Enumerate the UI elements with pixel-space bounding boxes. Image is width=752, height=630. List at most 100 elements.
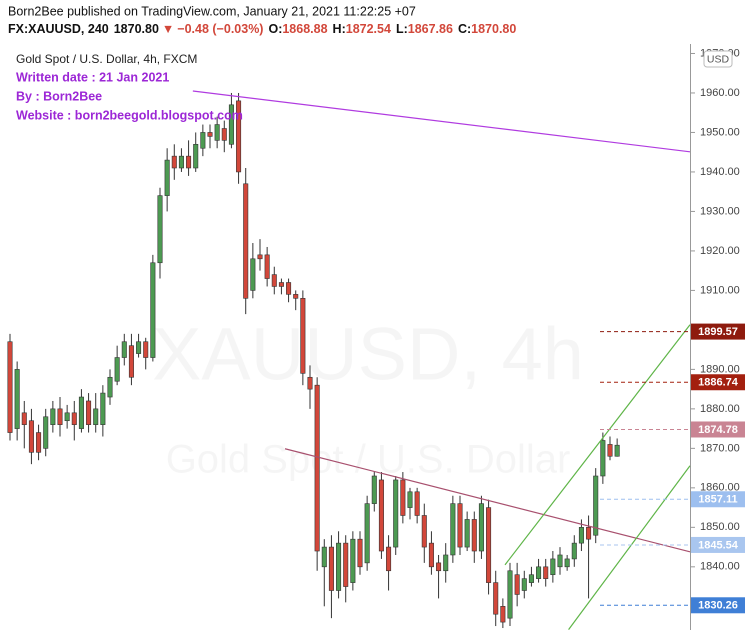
trend-line <box>504 324 691 566</box>
candle-body <box>243 183 249 299</box>
y-tick-label: 1910.00 <box>700 284 740 296</box>
candle-body <box>414 491 420 516</box>
candle-body <box>400 479 406 516</box>
candle-body <box>543 566 549 579</box>
candle-body <box>100 392 106 425</box>
annotation: Website : born2beegold.blogspot.com <box>16 108 243 122</box>
level-tag <box>691 597 745 614</box>
ohlc-label: O: <box>268 22 282 36</box>
candle-body <box>264 254 270 279</box>
trend-line <box>192 90 691 153</box>
candle-body <box>228 104 234 145</box>
candle-body <box>321 546 327 568</box>
candle-body <box>614 444 620 457</box>
watermark: Gold Spot / U.S. Dollar <box>166 438 571 482</box>
candle-body <box>114 357 120 382</box>
candle-body <box>407 491 413 508</box>
watermark: XAUUSD, 4h <box>152 313 584 396</box>
candle-body <box>586 527 592 540</box>
candle-body <box>521 578 527 591</box>
candle-body <box>478 503 484 552</box>
candle-body <box>36 432 42 453</box>
candle-body <box>471 519 477 552</box>
level-tag <box>691 323 745 340</box>
candle-body <box>293 294 299 299</box>
annotations: Written date : 21 Jan 2021 By : Born2Bee W… <box>16 70 243 122</box>
level-tag <box>691 421 745 438</box>
candle-body <box>493 582 499 615</box>
y-tick-label: 1850.00 <box>700 521 740 533</box>
plot <box>7 90 691 630</box>
y-tick-label: 1860.00 <box>700 482 740 494</box>
candle-body <box>378 479 384 552</box>
y-tick-label: 1960.00 <box>700 87 740 99</box>
candle-body <box>428 542 434 568</box>
candle-body <box>271 274 277 287</box>
y-tick-label: 1930.00 <box>700 205 740 217</box>
candle-body <box>78 396 84 429</box>
candle-body <box>186 155 192 169</box>
candle-body <box>364 503 370 564</box>
candle-body <box>421 515 427 548</box>
publisher-line: Born2Bee published on TradingView.com, J… <box>8 4 416 18</box>
candle-body <box>200 132 206 149</box>
candle-body <box>328 546 334 591</box>
candle-body <box>193 143 199 169</box>
candle-body <box>214 124 220 141</box>
candle-body <box>550 558 556 576</box>
candle-body <box>557 554 563 568</box>
ohlc-value: 1872.54 <box>346 22 391 36</box>
change-arrow: ▼ <box>162 22 174 36</box>
last-price: 1870.80 <box>114 22 159 36</box>
candle-body <box>207 132 213 137</box>
candle-body <box>150 262 156 358</box>
candle-body <box>314 384 320 552</box>
candle-body <box>93 408 99 425</box>
candle-body <box>564 558 570 568</box>
symbol: FX:XAUUSD, 240 <box>8 22 109 36</box>
candle-body <box>571 542 577 560</box>
candle-body <box>21 412 27 425</box>
candle-body <box>57 408 63 425</box>
y-tick-label: 1940.00 <box>700 166 740 178</box>
currency: USD <box>707 53 730 65</box>
candle-body <box>64 412 70 422</box>
y-tick-label: 1870.00 <box>700 442 740 454</box>
candle-body <box>143 341 149 358</box>
candle-body <box>50 408 56 425</box>
candle-body <box>507 570 513 619</box>
candle-body <box>443 554 449 572</box>
trend-line <box>568 465 691 630</box>
candle-body <box>86 400 92 425</box>
candle-body <box>286 282 292 295</box>
ohlc-label: L: <box>396 22 408 36</box>
ohlc-value: 1870.80 <box>471 22 516 36</box>
candle-body <box>221 128 227 141</box>
y-tick-label: 1890.00 <box>700 363 740 375</box>
candle-body <box>514 574 520 595</box>
ohlc-value: 1867.86 <box>408 22 453 36</box>
y-tick-label: 1840.00 <box>700 561 740 573</box>
candle-body <box>307 376 313 390</box>
candle-body <box>128 345 134 378</box>
candle-body <box>336 542 342 591</box>
candle-body <box>593 475 599 536</box>
symbol-line: FX:XAUUSD, 240 1870.80 ▼ −0.48 (−0.03%) O:18… <box>8 22 516 36</box>
candle-body <box>28 420 34 453</box>
candle-body <box>486 507 492 583</box>
ohlc-value: 1868.88 <box>282 22 327 36</box>
candle-body <box>600 440 606 477</box>
level-label: 1845.54 <box>698 539 739 551</box>
legend-title: Gold Spot / U.S. Dollar, 4h, FXCM <box>16 52 197 66</box>
candle-body <box>164 159 170 196</box>
candle-body <box>578 527 584 544</box>
candle-body <box>457 503 463 548</box>
y-tick-label: 1920.00 <box>700 245 740 257</box>
candle-body <box>536 566 542 579</box>
ohlc-label: C: <box>458 22 471 36</box>
candle-body <box>371 475 377 504</box>
level-label: 1874.78 <box>698 424 738 436</box>
candle-body <box>250 258 256 291</box>
candle-body <box>257 254 263 260</box>
